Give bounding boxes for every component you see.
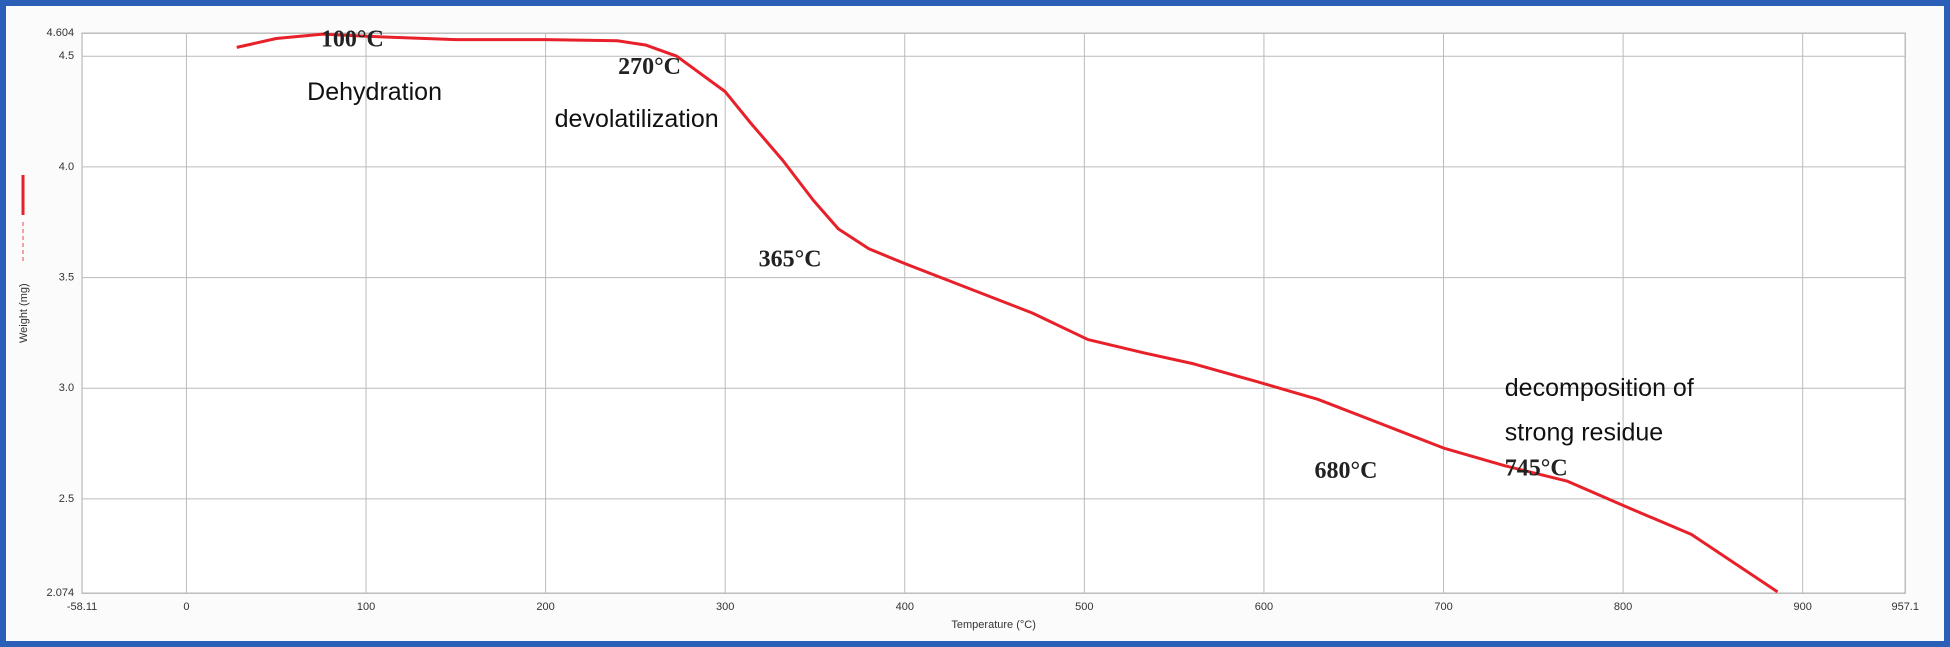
y-tick-label: 4.0 xyxy=(59,161,74,173)
x-tick-label: 900 xyxy=(1794,601,1812,613)
y-tick-label: 3.0 xyxy=(59,382,74,394)
x-tick-label: 100 xyxy=(357,601,375,613)
y-tick-label: 3.5 xyxy=(59,271,74,283)
x-tick-label: 700 xyxy=(1434,601,1452,613)
annotation: devolatilization xyxy=(555,105,719,133)
x-tick-label: 400 xyxy=(896,601,914,613)
y-axis-label: Weight (mg) xyxy=(18,283,30,343)
y-tick-label: 4.5 xyxy=(59,50,74,62)
y-tick-label: 4.604 xyxy=(47,27,75,39)
x-axis-label: Temperature (°C) xyxy=(951,619,1035,631)
annotation: strong residue xyxy=(1505,419,1663,447)
x-tick-label: 800 xyxy=(1614,601,1632,613)
annotation: 270°C xyxy=(618,54,681,80)
x-tick-label: 500 xyxy=(1075,601,1093,613)
annotation: 745°C xyxy=(1505,456,1568,482)
annotation: 680°C xyxy=(1315,458,1378,484)
x-tick-label: -58.11 xyxy=(67,601,97,613)
y-tick-label: 2.5 xyxy=(59,493,74,505)
annotation: 100°C xyxy=(321,27,384,53)
y-tick-label: 2.074 xyxy=(47,587,75,599)
plot-area xyxy=(81,32,1906,594)
x-tick-label: 0 xyxy=(183,601,189,613)
annotation: Dehydration xyxy=(307,78,442,106)
x-tick-label: 200 xyxy=(536,601,554,613)
x-tick-label: 957.1 xyxy=(1891,601,1919,613)
x-tick-label: 600 xyxy=(1255,601,1273,613)
annotation: decomposition of xyxy=(1505,374,1694,402)
data-line xyxy=(236,32,1779,594)
annotation: 365°C xyxy=(759,247,822,273)
x-tick-label: 300 xyxy=(716,601,734,613)
